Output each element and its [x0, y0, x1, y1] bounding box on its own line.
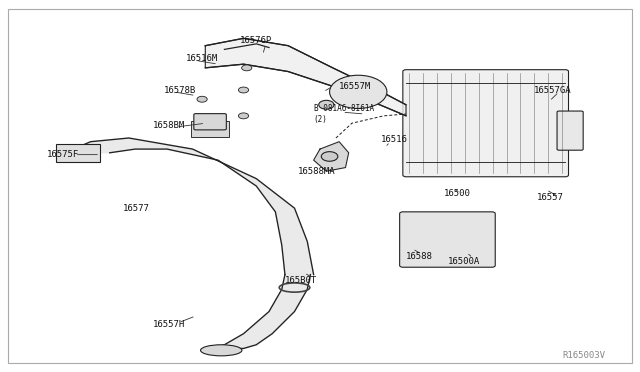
Circle shape	[321, 152, 338, 161]
FancyBboxPatch shape	[191, 121, 229, 137]
Circle shape	[239, 87, 248, 93]
FancyBboxPatch shape	[194, 113, 227, 130]
Text: 16500: 16500	[444, 189, 471, 198]
Text: 16500A: 16500A	[447, 257, 480, 266]
Text: 16557M: 16557M	[339, 82, 371, 91]
Circle shape	[319, 100, 334, 109]
Circle shape	[242, 65, 252, 71]
Bar	[56, 144, 100, 162]
Text: B 081A6-8I61A
(2): B 081A6-8I61A (2)	[314, 104, 374, 124]
Text: 16557GA: 16557GA	[534, 86, 571, 94]
Text: 16577: 16577	[122, 203, 149, 213]
Ellipse shape	[200, 345, 242, 356]
Text: 16588: 16588	[406, 251, 433, 261]
Circle shape	[197, 96, 207, 102]
Polygon shape	[314, 142, 349, 171]
Circle shape	[330, 75, 387, 109]
Text: 16575F: 16575F	[47, 150, 79, 159]
FancyBboxPatch shape	[403, 70, 568, 177]
Text: R165003V: R165003V	[562, 351, 605, 360]
Text: 16588MA: 16588MA	[298, 167, 335, 176]
FancyBboxPatch shape	[399, 212, 495, 267]
Polygon shape	[205, 275, 310, 349]
Polygon shape	[205, 38, 406, 116]
Text: 1658BM: 1658BM	[153, 121, 186, 129]
Text: 165B0T: 165B0T	[285, 276, 317, 285]
Text: 16578B: 16578B	[164, 86, 196, 94]
Circle shape	[239, 113, 248, 119]
Text: 16516: 16516	[381, 135, 408, 144]
Text: 16576P: 16576P	[241, 36, 273, 45]
Text: 16516M: 16516M	[186, 54, 218, 63]
Text: 16557H: 16557H	[153, 320, 186, 329]
FancyBboxPatch shape	[557, 111, 583, 150]
Polygon shape	[65, 138, 314, 275]
Text: 16557: 16557	[537, 193, 564, 202]
